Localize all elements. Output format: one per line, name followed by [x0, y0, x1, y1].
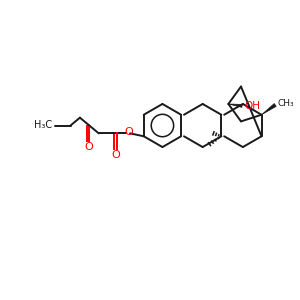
Text: O: O: [111, 150, 120, 160]
Text: H₃C: H₃C: [34, 119, 52, 130]
Text: O: O: [125, 128, 134, 137]
Text: OH: OH: [244, 101, 260, 111]
Polygon shape: [262, 103, 276, 115]
Text: O: O: [84, 142, 93, 152]
Polygon shape: [228, 104, 242, 107]
Text: CH₃: CH₃: [277, 100, 294, 109]
